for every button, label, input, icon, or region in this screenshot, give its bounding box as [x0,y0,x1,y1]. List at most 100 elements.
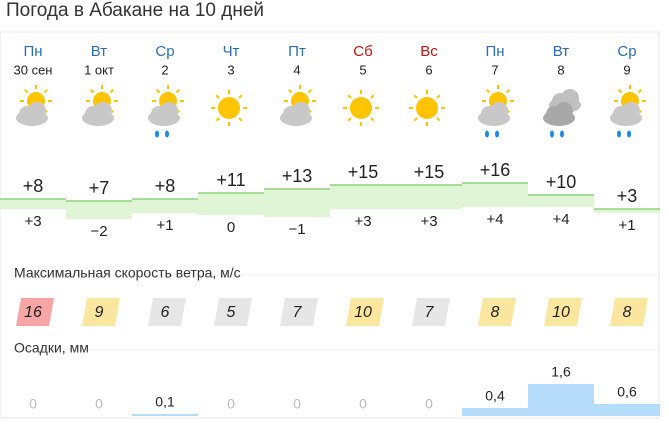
weekday: Пт [288,43,306,60]
sun-ray [89,88,95,94]
sun-ray [215,94,220,99]
precip-value: 0 [227,396,235,412]
sun-ray [287,88,293,94]
date: 30 сен [14,62,53,77]
weather-icon [409,90,445,126]
min-temp: +3 [354,213,371,230]
date: 2 [161,62,168,77]
wind-badge [412,298,450,326]
weather-icon [148,85,184,138]
weather-icon [478,85,514,138]
rain-drop [560,130,564,138]
min-temp: +3 [420,213,437,230]
precip-value: 0,1 [155,394,175,410]
weather-icon [280,85,316,126]
rain-drop [165,130,169,138]
date: 6 [425,62,432,77]
sun-ray [637,88,643,94]
min-temp: +1 [618,217,635,234]
sun [350,97,372,119]
date: 4 [293,62,300,77]
cloud [490,102,508,120]
wind-value: 6 [161,304,170,321]
sun-ray [238,94,243,99]
sun-ray [43,88,49,94]
temp-band [198,193,264,215]
max-temp: +15 [414,162,445,182]
sun-ray [347,117,352,122]
weekday: Ср [617,43,636,60]
weekday: Ср [155,43,174,60]
rain-drop [550,130,554,138]
wind-value: 7 [293,304,303,321]
precip-value: 0 [29,396,37,412]
weather-icon [16,85,52,126]
sun-ray [505,88,511,94]
weekday: Чт [223,43,240,60]
precip-value: 0,6 [617,384,637,400]
min-temp: +4 [486,211,503,228]
rain-drop [485,130,489,138]
date: 7 [491,62,498,77]
sun-ray [23,88,29,94]
wind-value: 10 [552,304,570,321]
temp-band [330,185,396,209]
max-temp: +8 [155,176,176,196]
rain-drop [627,130,631,138]
precip-value: 1,6 [551,364,571,380]
cloud [292,102,310,120]
sun-ray [175,88,181,94]
date: 9 [623,62,630,77]
sun [416,97,438,119]
weekday: Вт [553,43,570,60]
rain-drop [617,130,621,138]
sun-ray [347,94,352,99]
precip-bar [132,414,198,416]
wind-badge [148,298,186,326]
wind-value: 7 [425,304,435,321]
sun-ray [215,117,220,122]
cloud [94,102,112,120]
widget-frame [0,31,660,419]
cloud [555,102,573,120]
max-temp: +16 [480,160,511,180]
weather-icon [343,90,379,126]
precip-value: 0 [359,396,367,412]
temp-band [66,201,132,219]
max-temp: +8 [23,176,44,196]
weather-icon [543,89,581,138]
temp-band [396,185,462,209]
precip-value: 0,4 [485,388,505,404]
precip-bar [462,408,528,416]
sun-ray [413,94,418,99]
date: 1 окт [84,62,114,77]
wind-badge [346,298,384,326]
weather-icon [82,85,118,126]
min-temp: +4 [552,211,569,228]
precip-bar [594,404,660,416]
min-temp: +3 [24,213,41,230]
date: 5 [359,62,366,77]
date: 3 [227,62,234,77]
page-title: Погода в Абакане на 10 дней [6,0,264,21]
max-temp: +7 [89,178,110,198]
weather-icon [211,90,247,126]
precip-value: 0 [293,396,301,412]
max-temp: +10 [546,172,577,192]
wind-value: 5 [227,304,236,321]
precip-bar [528,384,594,416]
max-temp: +15 [348,162,379,182]
sun [218,97,240,119]
precip-value: 0 [95,396,103,412]
sun-ray [617,88,623,94]
sun-ray [307,88,313,94]
date: 8 [557,62,564,77]
sun-ray [436,94,441,99]
wind-badge [544,298,582,326]
precip-title: Осадки, мм [14,340,89,356]
temp-band [264,189,330,217]
weather-icon [610,85,646,138]
max-temp: +11 [216,170,245,190]
wind-badge [478,298,516,326]
